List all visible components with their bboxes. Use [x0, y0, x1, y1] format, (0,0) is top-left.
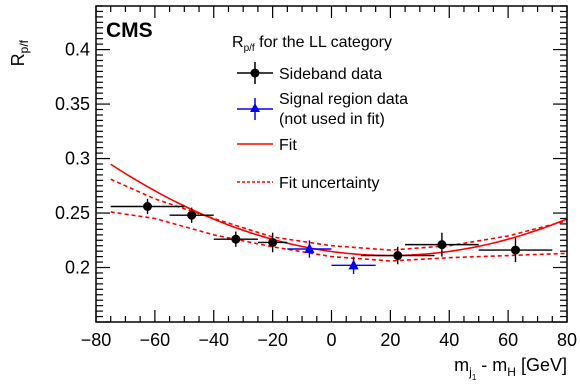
x-tick-label: 60 — [498, 330, 518, 350]
y-axis-label-sub: p/f — [17, 39, 31, 53]
sideband-marker — [268, 237, 278, 247]
legend-signal-marker — [250, 103, 260, 112]
x-axis-label-rest: - m — [476, 355, 507, 375]
experiment-label: CMS — [106, 19, 153, 42]
plot-layer — [110, 163, 568, 275]
x-axis-label: mj1 - mH [GeV] — [454, 355, 567, 382]
x-tick-label: 40 — [439, 330, 459, 350]
sideband-marker — [393, 251, 403, 261]
legend-signal-label-line2: (not used in fit) — [279, 111, 385, 128]
fit-uncertainty-lower — [110, 211, 568, 262]
x-tick-label: 20 — [380, 330, 400, 350]
sideband-point-2 — [213, 231, 258, 247]
sideband-point-0 — [110, 198, 185, 215]
sideband-point-5 — [405, 232, 479, 257]
legend-title-rest: for the LL category — [255, 34, 392, 51]
x-tick-label: −40 — [198, 330, 229, 350]
sideband-marker — [437, 240, 447, 250]
sideband-point-3 — [257, 232, 288, 253]
legend-entry-signal: Signal region data (not used in fit) — [237, 91, 408, 128]
legend-sideband-label: Sideband data — [279, 66, 382, 83]
x-axis-label-unit: [GeV] — [516, 355, 567, 375]
legend-title-r: R — [232, 34, 244, 51]
sideband-point-1 — [169, 207, 214, 223]
fit-curve — [110, 163, 568, 257]
x-axis-label-main: m — [454, 355, 469, 375]
signal-marker — [304, 242, 315, 253]
legend-entry-sideband: Sideband data — [237, 62, 382, 84]
x-tick-label: 0 — [326, 330, 336, 350]
x-tick-label: −20 — [257, 330, 288, 350]
signal-point-0 — [287, 240, 332, 258]
x-tick-label: −60 — [140, 330, 171, 350]
x-axis-label-subsub: 1 — [472, 373, 477, 382]
legend-title: Rp/f for the LL category — [232, 34, 392, 54]
axis-layer: −80 −60 −40 −20 0 20 40 60 80 0.2 0.25 0.3 0.35 0.4 — [55, 5, 577, 350]
x-axis-label-sub2: H — [507, 365, 516, 379]
y-tick-label: 0.2 — [65, 258, 90, 278]
legend-fit-uncertainty-label: Fit uncertainty — [279, 175, 379, 192]
sideband-marker — [231, 234, 241, 244]
signal-point-1 — [331, 256, 376, 275]
sideband-marker — [510, 245, 520, 255]
signal-marker — [348, 259, 359, 270]
legend: Rp/f for the LL category Sideband data S… — [232, 34, 408, 192]
legend-signal-label-line1: Signal region data — [279, 91, 408, 108]
y-tick-label: 0.3 — [65, 149, 90, 169]
sideband-point-4 — [360, 246, 435, 265]
x-axis-label-sub: j — [468, 365, 472, 379]
plot-frame — [95, 5, 568, 323]
x-tick-label: 80 — [557, 330, 577, 350]
x-tick-label: −80 — [81, 330, 112, 350]
legend-entry-fit: Fit — [237, 137, 297, 154]
y-axis-label: Rp/f — [8, 39, 31, 66]
legend-title-sub: p/f — [244, 43, 255, 54]
legend-fit-label: Fit — [279, 137, 297, 154]
sideband-marker — [187, 210, 197, 220]
fit-uncertainty-upper — [110, 178, 568, 251]
y-tick-label: 0.25 — [55, 203, 90, 223]
y-tick-label: 0.4 — [65, 40, 90, 60]
y-axis-label-main: R — [8, 53, 28, 66]
legend-entry-fit-uncertainty: Fit uncertainty — [237, 175, 379, 192]
legend-sideband-marker — [250, 68, 260, 78]
sideband-point-6 — [478, 238, 553, 263]
y-tick-label: 0.35 — [55, 94, 90, 114]
sideband-marker — [143, 201, 153, 211]
